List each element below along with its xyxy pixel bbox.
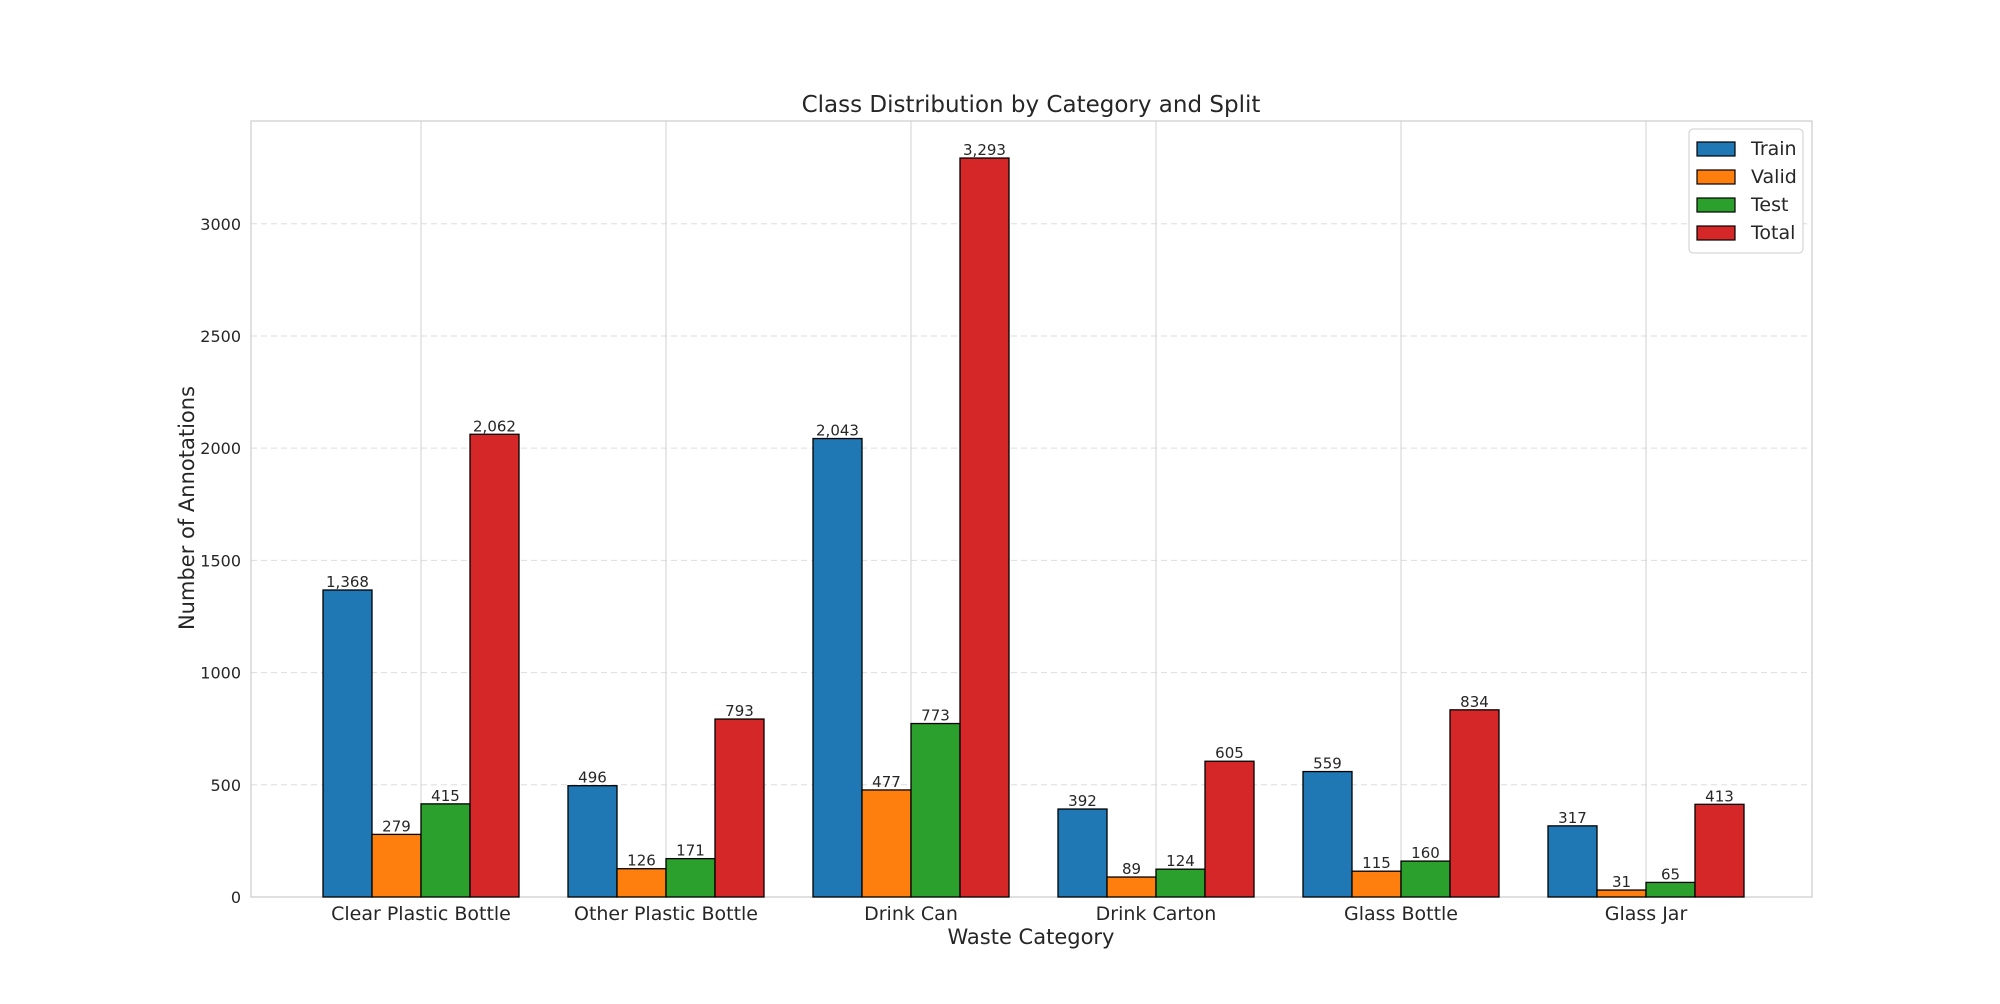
y-tick-label: 500 xyxy=(210,776,241,795)
bar-value-label: 317 xyxy=(1558,809,1587,827)
bar xyxy=(1057,808,1108,898)
x-tick-label: Other Plastic Bottle xyxy=(574,903,758,925)
bar xyxy=(322,589,373,898)
bar-value-label: 1,368 xyxy=(326,573,369,591)
bar-value-label: 160 xyxy=(1411,844,1440,862)
bar xyxy=(1204,760,1255,898)
y-tick-label: 2500 xyxy=(200,327,241,346)
x-tick-label: Drink Carton xyxy=(1096,903,1217,925)
bar xyxy=(1694,803,1745,898)
bar-value-label: 834 xyxy=(1460,693,1489,711)
bar xyxy=(1596,889,1647,898)
y-tick-label: 2000 xyxy=(200,439,241,458)
bar xyxy=(714,718,765,898)
chart-title: Class Distribution by Category and Split xyxy=(802,92,1261,118)
x-tick-label: Glass Bottle xyxy=(1344,903,1458,925)
bar-value-label: 496 xyxy=(578,769,607,787)
bar-value-label: 2,062 xyxy=(473,417,516,435)
y-tick-label: 0 xyxy=(231,888,241,907)
bar-value-label: 605 xyxy=(1215,744,1244,762)
y-axis-label: Number of Annotations xyxy=(175,386,199,630)
legend-box xyxy=(1688,128,1804,254)
bar xyxy=(1449,709,1500,898)
bar xyxy=(1106,876,1157,898)
bar-value-label: 279 xyxy=(382,817,411,835)
bar xyxy=(1302,770,1353,898)
x-tick-label: Clear Plastic Bottle xyxy=(331,903,511,925)
bar-value-label: 415 xyxy=(431,787,460,805)
bar-value-label: 171 xyxy=(676,842,705,860)
legend-label: Valid xyxy=(1751,166,1797,188)
bar-value-label: 65 xyxy=(1661,865,1680,883)
bar xyxy=(616,868,667,898)
bar-value-labels: 1,368 496 2,043 392 559 317 279 126 477 89 115 31 41… xyxy=(326,141,1734,891)
bar xyxy=(910,722,961,898)
x-axis-label: Waste Category xyxy=(948,925,1115,949)
legend-swatch xyxy=(1696,197,1736,213)
bar-value-label: 31 xyxy=(1612,873,1631,891)
legend: Train Valid Test Total xyxy=(1688,128,1804,254)
bar xyxy=(567,785,618,898)
bars xyxy=(322,157,1745,898)
x-tick-label: Glass Jar xyxy=(1605,903,1688,925)
bar-value-label: 126 xyxy=(627,852,656,870)
bar-value-label: 89 xyxy=(1122,860,1141,878)
bar xyxy=(1645,881,1696,898)
bar xyxy=(812,437,863,898)
bar-value-label: 793 xyxy=(725,702,754,720)
bar-value-label: 392 xyxy=(1068,792,1097,810)
bar-value-label: 413 xyxy=(1705,787,1734,805)
y-tick-label: 3000 xyxy=(200,215,241,234)
bar xyxy=(1155,868,1206,898)
bar xyxy=(469,433,520,898)
plot-frame xyxy=(250,120,1813,898)
bar xyxy=(861,789,912,898)
bar xyxy=(1547,825,1598,898)
x-tick-label: Drink Can xyxy=(864,903,958,925)
bar xyxy=(1400,860,1451,898)
y-tick-label: 1500 xyxy=(200,551,241,570)
legend-label: Test xyxy=(1750,194,1788,216)
bar-value-label: 115 xyxy=(1362,854,1391,872)
bar-value-label: 773 xyxy=(921,707,950,725)
y-tick-label: 1000 xyxy=(200,664,241,683)
bar xyxy=(665,857,716,898)
bar-value-label: 559 xyxy=(1313,755,1342,773)
bar xyxy=(420,803,471,898)
bar-value-label: 477 xyxy=(872,773,901,791)
legend-swatch xyxy=(1696,141,1736,157)
axis-ticks: 0 500 1000 1500 2000 2500 3000 Clear Plastic Bo… xyxy=(200,215,1687,925)
legend-label: Train xyxy=(1750,138,1797,160)
bar xyxy=(959,157,1010,898)
legend-swatch xyxy=(1696,225,1736,241)
bar xyxy=(1351,870,1402,898)
legend-swatch xyxy=(1696,169,1736,185)
bar-value-label: 3,293 xyxy=(963,141,1006,159)
legend-label: Total xyxy=(1750,222,1795,244)
bar-value-label: 124 xyxy=(1166,852,1195,870)
bar xyxy=(371,833,422,898)
bar-value-label: 2,043 xyxy=(816,422,859,440)
